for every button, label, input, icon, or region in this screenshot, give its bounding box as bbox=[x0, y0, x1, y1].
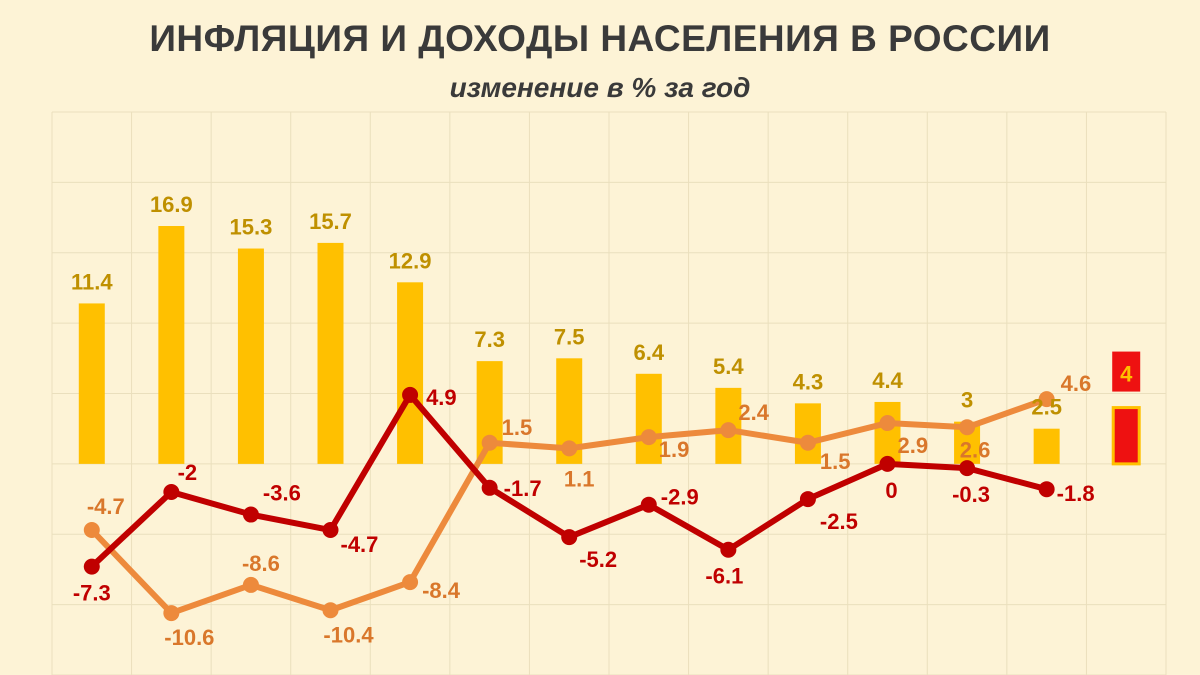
bar-label: 7.3 bbox=[474, 327, 505, 352]
light-series-point bbox=[1038, 391, 1055, 408]
dark-series-label: -1.8 bbox=[1057, 481, 1095, 506]
bar-label: 3 bbox=[961, 388, 973, 413]
bar bbox=[1033, 428, 1060, 464]
dark-series-label: -3.6 bbox=[263, 481, 301, 506]
light-series-point bbox=[242, 576, 259, 593]
light-series-label: -10.6 bbox=[164, 625, 214, 650]
light-series-label: 1.5 bbox=[820, 449, 851, 474]
light-series-label: -8.4 bbox=[422, 578, 461, 603]
dark-series-label: -2.9 bbox=[661, 485, 699, 510]
light-series-label: -4.7 bbox=[87, 494, 125, 519]
dark-series-label: -2.5 bbox=[820, 509, 858, 534]
light-series-point bbox=[163, 605, 180, 622]
dark-series-point bbox=[720, 541, 737, 558]
dark-series-point bbox=[242, 506, 259, 523]
light-series-label: 1.9 bbox=[659, 437, 690, 462]
dark-series-label: -4.7 bbox=[341, 532, 379, 557]
light-series-label: 1.1 bbox=[564, 466, 595, 491]
dark-series-point bbox=[1038, 481, 1055, 498]
bar bbox=[397, 282, 424, 464]
dark-series-point bbox=[481, 479, 498, 496]
light-series-label: 4.6 bbox=[1061, 371, 1092, 396]
bar-label: 11.4 bbox=[71, 269, 113, 294]
light-series-point bbox=[322, 602, 339, 619]
light-series-point bbox=[720, 422, 737, 439]
bar-label: 2.5 bbox=[1031, 395, 1062, 420]
dark-series-label: -6.1 bbox=[705, 564, 743, 589]
bar bbox=[635, 373, 662, 464]
bar bbox=[1111, 406, 1141, 466]
bar bbox=[237, 248, 264, 464]
data-labels: 11.4 16.9 15.3 15.7 12.9 7.3 7.5 6.4 5.4 4.3 4.4 3 2… bbox=[71, 192, 1141, 650]
dark-series-point bbox=[959, 460, 976, 477]
dark-series-label: -0.3 bbox=[952, 482, 990, 507]
light-series-label: -10.4 bbox=[323, 622, 374, 647]
bar-label: 12.9 bbox=[389, 248, 432, 273]
bar bbox=[317, 242, 344, 464]
light-series-label: 1.5 bbox=[502, 415, 533, 440]
bar-label: 4 bbox=[1120, 362, 1133, 387]
dark-series-point bbox=[879, 455, 896, 472]
light-series-point bbox=[640, 429, 657, 446]
line-series bbox=[83, 386, 1055, 622]
dark-series-label: -7.3 bbox=[73, 581, 111, 606]
dark-series-point bbox=[322, 522, 339, 539]
bar-label: 4.4 bbox=[872, 368, 903, 393]
dark-series-label: -5.2 bbox=[579, 547, 617, 572]
light-series-label: 2.6 bbox=[960, 437, 991, 462]
light-series-point bbox=[481, 434, 498, 451]
bar-label: 16.9 bbox=[150, 192, 193, 217]
light-series-point bbox=[402, 574, 419, 591]
chart-grid bbox=[51, 111, 1167, 675]
light-series-point bbox=[83, 522, 100, 539]
bar bbox=[78, 303, 105, 464]
dark-series-label: -2 bbox=[178, 460, 198, 485]
dark-series-label: 4.9 bbox=[426, 385, 457, 410]
light-series-label: 2.4 bbox=[738, 400, 769, 425]
dark-series-point bbox=[640, 496, 657, 513]
chart-subtitle: изменение в % за год bbox=[449, 72, 751, 103]
light-series-label: 2.9 bbox=[898, 433, 929, 458]
bar-label: 6.4 bbox=[633, 340, 664, 365]
light-series-point bbox=[561, 440, 578, 457]
dark-series-point bbox=[402, 386, 419, 403]
bar bbox=[794, 403, 821, 464]
light-series-point bbox=[959, 419, 976, 436]
chart-title: ИНФЛЯЦИЯ И ДОХОДЫ НАСЕЛЕНИЯ В РОССИИ bbox=[149, 18, 1051, 59]
dark-series-label: -1.7 bbox=[504, 476, 542, 501]
light-series-point bbox=[799, 434, 816, 451]
bar-series bbox=[78, 226, 1141, 466]
bar-label-highlight-box bbox=[1112, 351, 1141, 392]
dark-series-point bbox=[799, 491, 816, 508]
bar bbox=[158, 226, 185, 464]
bar bbox=[874, 401, 901, 464]
dark-series-label: 0 bbox=[885, 478, 897, 503]
dark-series-point bbox=[163, 484, 180, 501]
dark-series-point bbox=[561, 529, 578, 546]
bar-label: 4.3 bbox=[793, 369, 824, 394]
bar-label: 5.4 bbox=[713, 354, 744, 379]
bar-label: 15.3 bbox=[230, 215, 273, 240]
light-series-point bbox=[879, 415, 896, 432]
dark-series-point bbox=[83, 558, 100, 575]
bar-label: 15.7 bbox=[309, 209, 352, 234]
light-series-label: -8.6 bbox=[242, 551, 280, 576]
bar-label: 7.5 bbox=[554, 324, 585, 349]
